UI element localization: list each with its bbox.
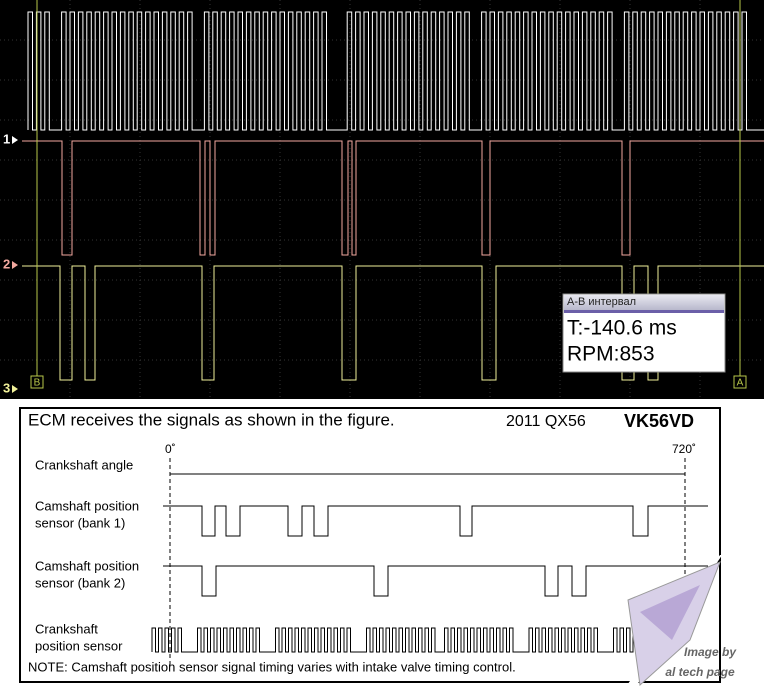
channel-label: 3: [3, 380, 10, 395]
cam2-signal: [163, 565, 708, 597]
figure-title: ECM receives the signals as shown in the…: [28, 410, 395, 429]
signal-label: Camshaft position: [35, 558, 139, 573]
cam1-wave: [22, 140, 764, 256]
crank-signal: [151, 627, 640, 653]
angle-end: 720˚: [672, 442, 696, 456]
readout-titlebar: [564, 295, 724, 310]
channel-arrow: [12, 261, 18, 269]
cam2-wave: [22, 265, 764, 381]
angle-start: 0˚: [165, 442, 176, 456]
channel-label: 1: [3, 131, 10, 146]
signal-label: Crankshaft: [35, 621, 98, 636]
page-curl-shade: [640, 585, 700, 640]
cursor-tag: [30, 375, 44, 389]
crank-wave: [27, 11, 764, 131]
signal-label: sensor (bank 2): [35, 575, 125, 590]
signal-label: Crankshaft angle: [35, 457, 133, 472]
signal-label: sensor (bank 1): [35, 515, 125, 530]
channel-arrow: [12, 385, 18, 393]
cursor-tag-label: B: [34, 378, 41, 389]
credit: Image by: [684, 645, 737, 659]
readout-title: A-B интервал: [567, 296, 636, 308]
channel-arrow: [12, 136, 18, 144]
figure-waves: [151, 505, 708, 653]
figure-model: 2011 QX56: [506, 413, 586, 430]
channel-label: 2: [3, 256, 10, 271]
readout-time: T:-140.6 ms: [567, 317, 677, 340]
figure-engine: VK56VD: [624, 411, 694, 431]
readout-accent: [564, 310, 724, 313]
cursor-tag: [733, 375, 747, 389]
readout-rpm: RPM:853: [567, 343, 655, 366]
credit: al tech page: [665, 665, 735, 679]
signal-label: position sensor: [35, 638, 123, 653]
signal-label: Camshaft position: [35, 498, 139, 513]
scope-waves: [22, 11, 764, 381]
cam1-signal: [163, 505, 708, 537]
cursor-tag-label: A: [737, 378, 744, 389]
figure-note: NOTE: Camshaft position sensor signal ti…: [28, 659, 516, 674]
